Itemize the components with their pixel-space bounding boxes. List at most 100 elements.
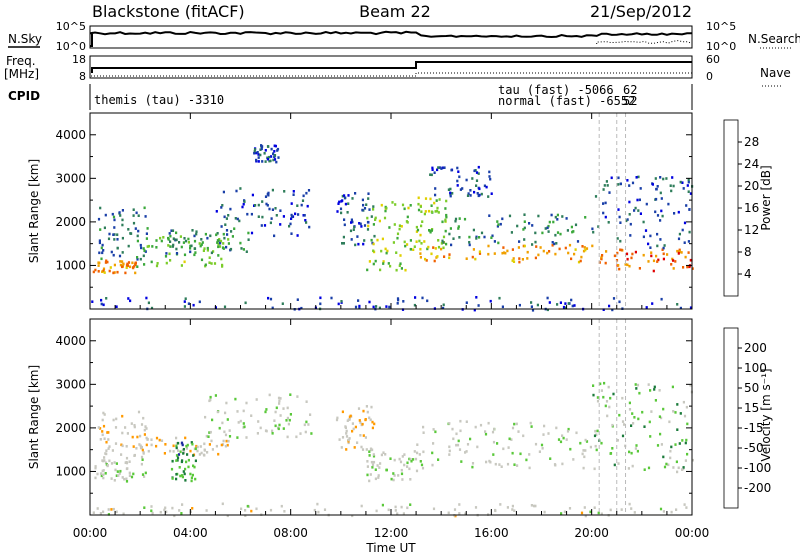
range-gate-cell: [263, 152, 266, 155]
range-gate-cell: [138, 443, 141, 446]
range-gate-cell: [118, 472, 121, 475]
range-gate-cell: [406, 461, 409, 465]
range-gate-cell: [490, 236, 493, 239]
range-gate-cell: [496, 220, 499, 223]
range-gate-cell: [226, 443, 229, 447]
range-gate-cell: [512, 260, 516, 263]
range-gate-cell: [368, 450, 371, 453]
range-gate-cell: [404, 268, 407, 272]
range-gate-cell: [406, 465, 409, 468]
range-gate-cell: [285, 419, 288, 422]
range-gate-cell: [677, 210, 680, 214]
range-gate-cell: [491, 234, 494, 238]
range-gate-cell: [458, 217, 461, 220]
range-gate-cell: [187, 237, 190, 241]
range-gate-cell: [121, 218, 124, 222]
range-gate-cell: [679, 306, 682, 310]
range-gate-cell: [629, 222, 632, 226]
range-gate-cell: [409, 478, 412, 481]
velocity-colorbar-label: Velocity [m s⁻¹]: [759, 368, 773, 461]
range-gate-cell: [94, 466, 97, 470]
range-gate-cell: [307, 423, 310, 426]
range-gate-cell: [561, 215, 564, 218]
range-gate-cell: [221, 502, 224, 506]
range-gate-cell: [371, 420, 374, 424]
range-gate-cell: [186, 443, 189, 447]
range-gate-cell: [444, 229, 447, 233]
range-gate-cell: [670, 445, 673, 449]
range-gate-cell: [136, 435, 139, 439]
range-gate-cell: [619, 239, 622, 243]
range-gate-cell: [100, 246, 103, 250]
range-gate-cell: [562, 436, 565, 440]
range-gate-cell: [574, 248, 577, 251]
range-gate-cell: [241, 205, 244, 209]
x-axis-label: Time UT: [365, 541, 416, 554]
range-gate-cell: [102, 411, 105, 415]
range-gate-cell: [340, 446, 343, 449]
range-gate-cell: [255, 151, 258, 155]
range-gate-cell: [175, 436, 178, 440]
range-gate-cell: [99, 427, 102, 430]
range-gate-cell: [275, 160, 278, 164]
range-gate-cell: [589, 445, 592, 449]
range-gate-cell: [635, 444, 638, 447]
range-gate-cell: [628, 213, 631, 216]
range-gate-cell: [265, 429, 268, 433]
range-gate-cell: [181, 443, 184, 447]
range-gate-cell: [205, 509, 208, 512]
range-gate-cell: [145, 296, 148, 300]
range-gate-cell: [518, 240, 521, 243]
range-gate-cell: [423, 212, 426, 216]
range-gate-cell: [167, 236, 170, 240]
range-gate-cell: [368, 479, 371, 483]
range-gate-cell: [261, 160, 264, 163]
range-gate-cell: [491, 430, 495, 434]
range-gate-cell: [465, 257, 468, 260]
range-gate-cell: [384, 247, 387, 251]
range-gate-cell: [142, 247, 145, 250]
range-gate-cell: [267, 296, 270, 300]
range-gate-cell: [442, 235, 446, 239]
range-gate-cell: [600, 512, 603, 516]
range-gate-cell: [609, 396, 612, 400]
range-gate-cell: [523, 226, 526, 230]
range-gate-cell: [409, 458, 412, 461]
range-gate-cell: [253, 148, 257, 151]
range-gate-cell: [609, 508, 612, 512]
range-gate-cell: [566, 430, 570, 433]
range-gate-cell: [465, 178, 468, 182]
range-gate-cell: [583, 455, 586, 459]
range-gate-cell: [448, 453, 451, 456]
range-gate-cell: [371, 466, 374, 469]
range-gate-cell: [271, 208, 274, 211]
range-gate-cell: [530, 504, 533, 507]
range-gate-cell: [553, 242, 556, 246]
range-gate-cell: [377, 476, 380, 479]
range-gate-cell: [345, 435, 349, 438]
noise-panel-frame: [89, 25, 693, 49]
range-gate-cell: [187, 465, 190, 469]
colorbar-tick-label: 12: [744, 223, 759, 237]
range-gate-cell: [130, 475, 134, 479]
range-gate-cell: [192, 303, 195, 307]
range-gate-cell: [372, 242, 375, 246]
range-gate-cell: [385, 305, 388, 308]
range-gate-cell: [175, 247, 178, 251]
range-gate-cell: [493, 252, 496, 255]
range-gate-cell: [250, 414, 253, 417]
range-gate-cell: [137, 214, 140, 217]
range-gate-cell: [372, 208, 375, 211]
range-gate-cell: [116, 470, 119, 473]
range-gate-cell: [180, 264, 183, 267]
range-gate-cell: [263, 224, 267, 227]
range-gate-cell: [685, 204, 688, 207]
range-gate-cell: [672, 259, 675, 262]
range-gate-cell: [452, 437, 455, 441]
range-gate-cell: [371, 426, 374, 430]
range-gate-cell: [296, 395, 299, 398]
range-gate-cell: [281, 302, 284, 305]
range-gate-cell: [143, 433, 146, 436]
range-gate-cell: [361, 208, 364, 212]
range-gate-cell: [585, 247, 589, 250]
